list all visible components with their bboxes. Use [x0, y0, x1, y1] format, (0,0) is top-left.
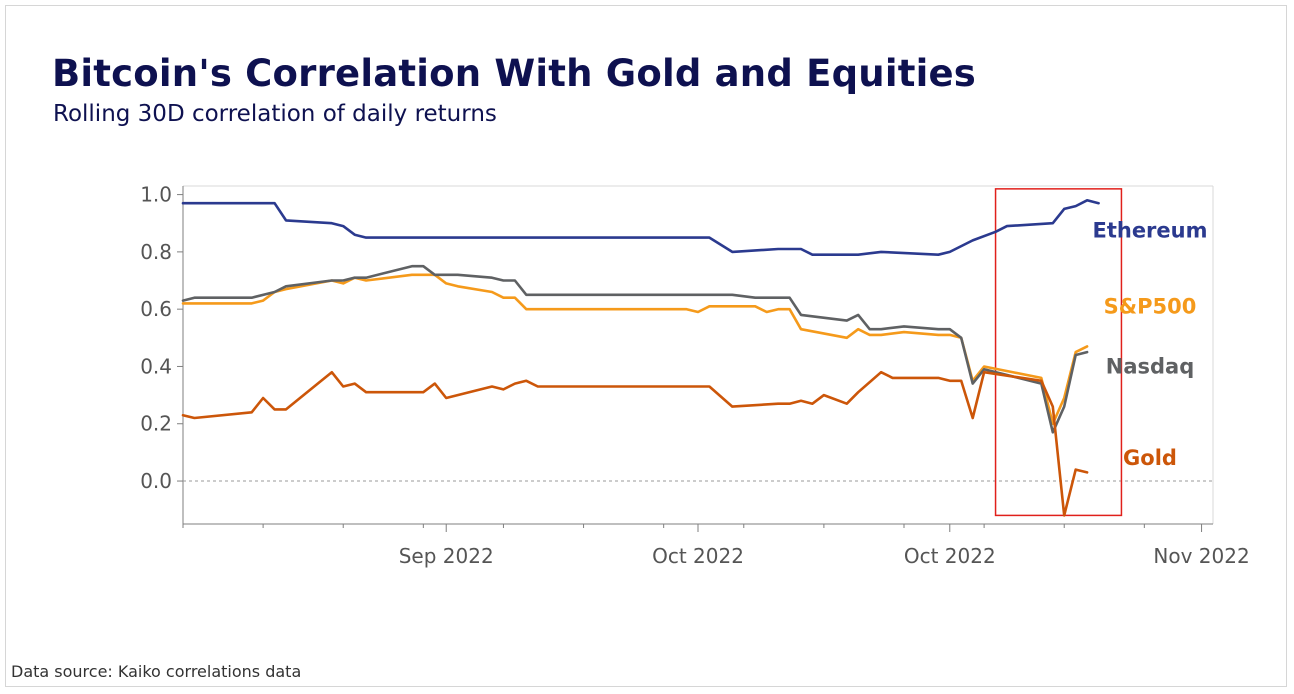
highlight-layer: [994, 188, 1123, 517]
series-legend: Ethereum S&P500 Nasdaq Gold: [1092, 218, 1207, 470]
series-line-nasdaq: [181, 264, 1089, 434]
highlight-box: [994, 188, 1123, 517]
legend-label-nasdaq: Nasdaq: [1106, 354, 1194, 378]
series-line-gold: [181, 370, 1089, 517]
chart-title: Bitcoin's Correlation With Gold and Equi…: [52, 52, 976, 95]
data-source-note: Data source: Kaiko correlations data: [11, 662, 302, 681]
y-tick-label: 0.0: [140, 469, 172, 493]
y-tick-label: 0.6: [140, 297, 172, 321]
x-tick-label: Oct 2022: [652, 544, 744, 568]
y-tick-label: 0.2: [140, 412, 172, 436]
series-lines: [181, 199, 1100, 517]
y-tick-label: 0.4: [140, 354, 172, 378]
x-tick-label: Oct 2022: [904, 544, 996, 568]
x-tick-label: Nov 2022: [1153, 544, 1249, 568]
chart-frame: [5, 5, 1287, 687]
chart-axes: 1.0 0.8 0.6 0.4 0.2 0.0 Sep 2022 Oct 2022 Oct 20…: [140, 183, 1250, 568]
legend-label-sp500: S&P500: [1104, 294, 1197, 318]
series-line-sp500: [181, 273, 1089, 425]
legend-label-ethereum: Ethereum: [1092, 218, 1207, 242]
chart-subtitle: Rolling 30D correlation of daily returns: [53, 101, 497, 127]
y-tick-label: 1.0: [140, 183, 172, 207]
y-tick-label: 0.8: [140, 240, 172, 264]
legend-label-gold: Gold: [1123, 446, 1177, 470]
x-tick-label: Sep 2022: [399, 544, 494, 568]
series-line-ethereum: [181, 199, 1100, 256]
